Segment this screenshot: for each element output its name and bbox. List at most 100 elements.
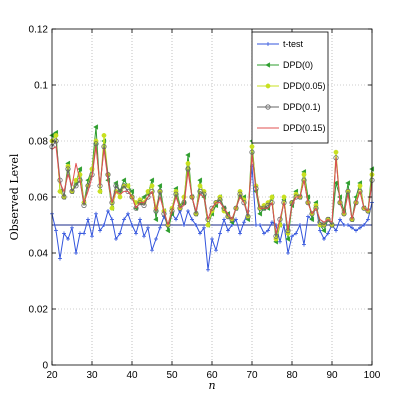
data-point (217, 197, 223, 203)
data-point (73, 177, 79, 183)
data-point (301, 172, 307, 178)
data-point (322, 237, 326, 241)
series-layer (49, 124, 375, 272)
data-point (197, 188, 203, 194)
data-point (158, 225, 162, 230)
data-point (77, 166, 83, 172)
legend-item: DPD(0.15) (257, 123, 326, 133)
legend-item: DPD(0.1) (257, 102, 321, 112)
data-point (82, 231, 86, 236)
y-tick-label: 0.08 (29, 137, 49, 148)
data-point (206, 267, 210, 272)
legend-label: t-test (283, 39, 304, 49)
data-point (214, 248, 218, 253)
legend-label: DPD(0.15) (283, 123, 326, 133)
data-point (129, 194, 135, 200)
data-point (122, 217, 126, 222)
series-line (51, 146, 373, 234)
data-point (198, 231, 202, 236)
data-point (53, 132, 59, 138)
data-point (61, 194, 67, 200)
data-point (294, 231, 298, 236)
data-point (234, 217, 238, 222)
data-point (229, 216, 235, 222)
data-point (149, 183, 155, 189)
legend-label: DPD(0) (283, 60, 313, 70)
data-point (205, 222, 211, 228)
data-point (157, 183, 163, 189)
data-point (306, 214, 310, 219)
data-point (165, 222, 171, 228)
data-point (154, 237, 158, 241)
data-point (145, 194, 151, 200)
x-tick-label: 100 (364, 370, 381, 381)
data-point (298, 223, 302, 227)
data-point (78, 231, 82, 236)
data-point (357, 183, 363, 189)
data-point (321, 227, 326, 234)
data-point (169, 208, 175, 214)
data-point (218, 231, 222, 236)
data-point (185, 166, 191, 172)
data-point (362, 223, 366, 227)
data-point (90, 234, 94, 239)
data-point (133, 205, 139, 211)
data-point (138, 217, 142, 222)
y-tick-label: 0.02 (29, 305, 49, 316)
data-point (101, 132, 107, 138)
data-point (98, 228, 102, 233)
data-point (121, 177, 127, 183)
x-tick-label: 80 (286, 370, 298, 381)
data-point (86, 217, 90, 222)
series-dpd-0-15- (51, 146, 373, 234)
data-point (286, 251, 290, 255)
data-point (149, 177, 155, 183)
data-point (182, 223, 186, 227)
data-point (278, 239, 282, 244)
data-point (358, 225, 362, 230)
data-point (238, 231, 242, 236)
data-point (354, 228, 358, 233)
x-tick-label: 40 (126, 370, 138, 381)
data-point (313, 205, 319, 211)
x-tick-label: 90 (326, 370, 338, 381)
data-point (134, 231, 138, 236)
data-point (266, 42, 270, 46)
data-point (197, 183, 203, 189)
data-point (333, 149, 339, 155)
data-point (290, 234, 294, 239)
y-tick-label: 0.04 (29, 249, 49, 260)
data-point (186, 209, 190, 213)
data-point (117, 194, 123, 200)
data-point (366, 217, 370, 222)
data-point (193, 211, 199, 217)
legend-item: t-test (257, 39, 304, 49)
data-point (282, 223, 286, 227)
data-point (101, 144, 107, 150)
data-point (285, 236, 290, 242)
data-point (277, 216, 283, 222)
data-point (70, 225, 74, 230)
data-point (197, 177, 203, 183)
data-point (265, 104, 271, 110)
data-point (309, 216, 314, 223)
y-tick-label: 0.1 (34, 81, 48, 92)
data-point (165, 227, 171, 234)
data-point (173, 191, 179, 197)
data-point (126, 211, 130, 216)
data-point (121, 183, 127, 189)
data-point (357, 188, 363, 194)
data-point (342, 223, 346, 227)
data-point (273, 233, 279, 239)
x-axis-title: n (208, 379, 215, 392)
data-point (269, 194, 275, 200)
legend-box (251, 31, 329, 144)
data-point (106, 209, 110, 213)
data-point (210, 237, 214, 241)
data-point (62, 231, 66, 236)
data-point (85, 183, 91, 189)
data-point (185, 160, 191, 166)
data-point (114, 237, 118, 241)
data-point (353, 200, 359, 206)
